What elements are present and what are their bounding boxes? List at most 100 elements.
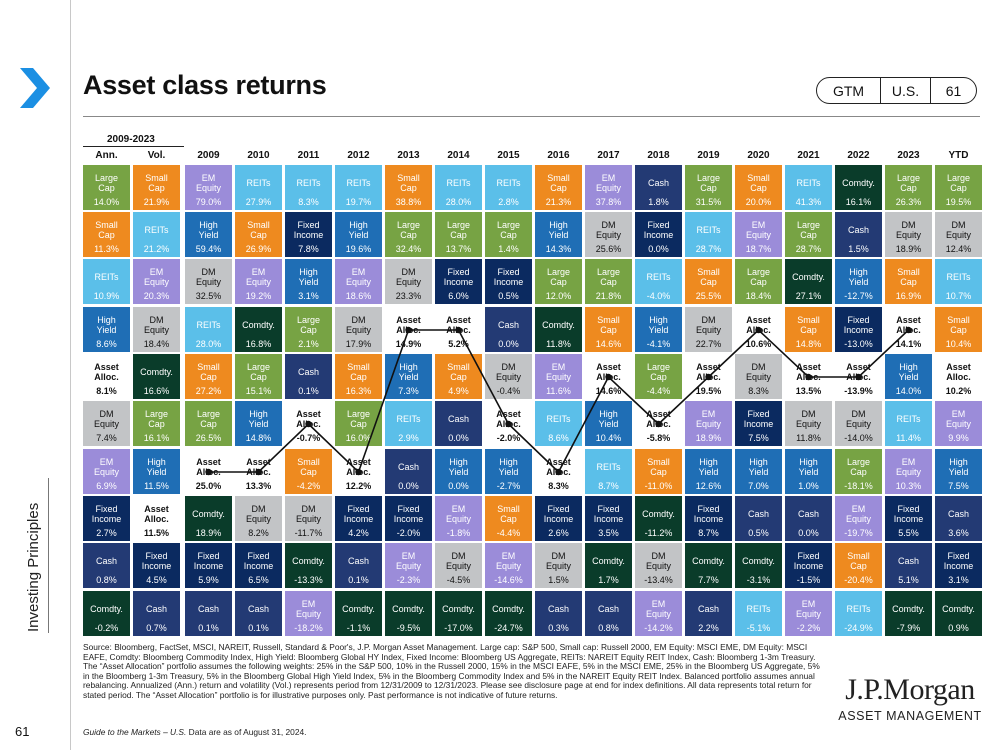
return-cell: EM Equity 18.6%	[335, 259, 382, 304]
header-ann: Ann.	[95, 150, 118, 161]
asset-class-label: Fixed Income	[141, 550, 172, 571]
return-value: 5.9%	[198, 575, 219, 585]
return-cell: DM Equity 17.9%	[335, 307, 382, 352]
return-value: 27.1%	[795, 291, 822, 301]
chevron-right-icon	[20, 68, 50, 108]
return-cell: High Yield 10.4%	[585, 401, 632, 446]
return-cell: Large Cap 16.1%	[133, 401, 180, 446]
asset-class-label: EM Equity	[895, 456, 921, 477]
jpmorgan-logo: J.P.Morgan ASSET MANAGEMENT	[835, 673, 985, 723]
asset-class-label: Asset Alloc.	[346, 456, 371, 477]
return-value: -0.4%	[496, 386, 521, 396]
return-cell: DM Equity -0.4%	[485, 354, 532, 399]
guide-date: Data are as of August 31, 2024.	[186, 727, 307, 737]
asset-class-label: Fixed Income	[393, 503, 424, 524]
return-cell: Fixed Income 7.5%	[735, 401, 782, 446]
return-value: 6.5%	[248, 575, 269, 585]
asset-class-label: Comdty.	[90, 603, 123, 614]
return-value: 21.2%	[143, 244, 170, 254]
return-cell: REITs 27.9%	[235, 165, 282, 210]
asset-class-label: Small Cap	[347, 361, 370, 382]
return-value: 4.5%	[146, 575, 167, 585]
return-value: 11.8%	[546, 339, 571, 349]
return-value: 7.5%	[748, 433, 769, 443]
return-value: 8.3%	[748, 386, 769, 396]
return-cell: Comdty. -13.3%	[285, 543, 332, 588]
return-cell: High Yield 14.3%	[535, 212, 582, 257]
asset-class-label: Comdty.	[342, 603, 375, 614]
return-cell: Small Cap 26.9%	[235, 212, 282, 257]
return-cell: REITs 28.7%	[685, 212, 732, 257]
return-value: 21.8%	[595, 291, 622, 301]
return-value: 0.9%	[948, 623, 969, 633]
return-cell: High Yield 7.0%	[735, 449, 782, 494]
return-cell: High Yield 7.3%	[385, 354, 432, 399]
return-cell: REITs 10.9%	[83, 259, 130, 304]
return-value: -1.8%	[446, 528, 471, 538]
return-value: 11.6%	[546, 386, 571, 396]
return-cell: Cash 0.7%	[133, 591, 180, 636]
return-value: 0.5%	[498, 291, 519, 301]
period-range-label: 2009-2023	[107, 134, 155, 145]
return-value: 0.1%	[348, 575, 369, 585]
asset-class-label: Fixed Income	[343, 503, 374, 524]
asset-class-label: Small Cap	[297, 456, 320, 477]
return-cell: Small Cap 25.5%	[685, 259, 732, 304]
return-cell: REITs 8.6%	[535, 401, 582, 446]
asset-class-label: REITs	[144, 224, 169, 235]
return-cell: Fixed Income 2.7%	[83, 496, 130, 541]
asset-class-label: REITs	[446, 177, 471, 188]
return-value: 16.8%	[245, 339, 272, 349]
return-value: 15.1%	[245, 386, 272, 396]
asset-class-label: REITs	[396, 413, 421, 424]
sidebar-section-label: Investing Principles	[25, 502, 42, 632]
return-value: 10.9%	[93, 291, 120, 301]
return-cell: Small Cap -20.4%	[835, 543, 882, 588]
asset-class-label: REITs	[346, 177, 371, 188]
return-cell: Comdty. 16.6%	[133, 354, 180, 399]
return-value: 32.4%	[395, 244, 422, 254]
return-cell: Cash 0.8%	[83, 543, 130, 588]
return-cell: Asset Alloc. -2.0%	[485, 401, 532, 446]
return-cell: EM Equity 18.7%	[735, 212, 782, 257]
return-cell: REITs 28.0%	[435, 165, 482, 210]
return-cell: REITs 21.2%	[133, 212, 180, 257]
return-value: -11.0%	[644, 481, 673, 491]
return-cell: EM Equity -1.8%	[435, 496, 482, 541]
title-divider	[83, 116, 980, 117]
asset-class-label: Comdty.	[642, 508, 675, 519]
return-value: 7.0%	[748, 481, 769, 491]
return-value: 0.0%	[648, 244, 669, 254]
asset-class-label: Asset Alloc.	[496, 408, 521, 429]
return-cell: Large Cap 14.0%	[83, 165, 130, 210]
asset-class-label: REITs	[896, 413, 921, 424]
return-value: 4.2%	[348, 528, 369, 538]
return-value: 7.3%	[398, 386, 419, 396]
header-vol: Vol.	[147, 150, 166, 161]
asset-class-label: Large Cap	[396, 219, 421, 240]
asset-class-label: High Yield	[248, 408, 269, 429]
asset-class-label: REITs	[796, 177, 821, 188]
asset-class-label: EM Equity	[245, 266, 271, 287]
asset-class-label: Cash	[747, 508, 769, 519]
asset-class-label: Asset Alloc.	[296, 408, 321, 429]
asset-class-label: Large Cap	[94, 172, 119, 193]
return-cell: Asset Alloc. 13.5%	[785, 354, 832, 399]
header-year-2023: 2023	[897, 150, 920, 161]
return-value: -11.7%	[294, 528, 323, 538]
return-cell: EM Equity 6.9%	[83, 449, 130, 494]
asset-class-label: High Yield	[898, 361, 919, 382]
return-value: 19.2%	[245, 291, 272, 301]
return-value: 2.1%	[298, 339, 319, 349]
return-cell: High Yield 12.6%	[685, 449, 732, 494]
return-cell: Fixed Income 0.0%	[635, 212, 682, 257]
return-cell: REITs 28.0%	[185, 307, 232, 352]
asset-class-label: Large Cap	[144, 408, 169, 429]
return-value: 3.6%	[948, 528, 969, 538]
return-cell: Comdty. -9.5%	[385, 591, 432, 636]
return-cell: Large Cap 15.1%	[235, 354, 282, 399]
return-cell: Fixed Income 6.5%	[235, 543, 282, 588]
return-cell: Large Cap 26.3%	[885, 165, 932, 210]
return-cell: Asset Alloc. 12.2%	[335, 449, 382, 494]
return-cell: REITs -4.0%	[635, 259, 682, 304]
